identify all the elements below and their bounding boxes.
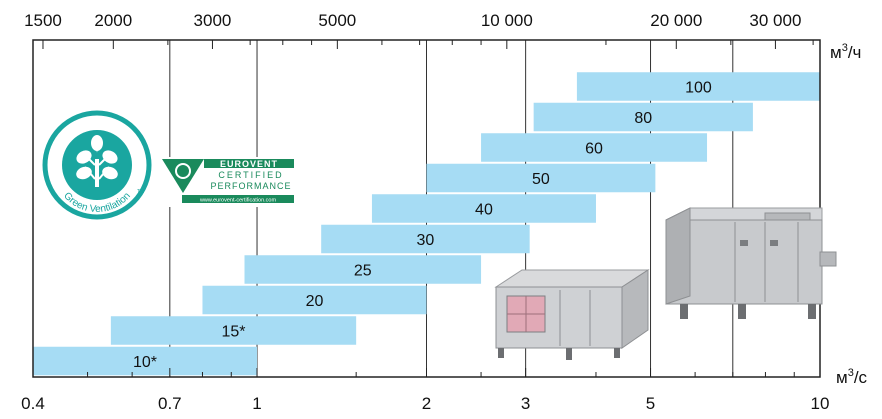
top-tick-label: 10 000 xyxy=(481,11,533,30)
bottom-tick-label: 0.4 xyxy=(21,394,45,413)
air-handling-unit-small-photo xyxy=(494,269,650,360)
range-bar xyxy=(426,163,656,193)
eurovent-triangle-icon xyxy=(162,159,204,193)
range-bar xyxy=(244,255,482,284)
bottom-axis-unit: м3/с xyxy=(836,367,868,387)
range-bar xyxy=(202,285,427,315)
bottom-tick-label: 1 xyxy=(252,394,261,413)
bars: 10* 15* 20 25 30 40 50 60 80 100 xyxy=(33,72,820,376)
top-axis-unit: м3/ч xyxy=(830,42,861,62)
top-tick-label: 20 000 xyxy=(650,11,702,30)
bar-label: 100 xyxy=(685,80,712,97)
top-tick-label: 3000 xyxy=(194,11,232,30)
green-ventilation-logo: Green Ventilation TM xyxy=(42,110,152,220)
bottom-tick-label: 0.7 xyxy=(158,394,182,413)
ticks: 0.4 0.7 1 2 3 5 10 1500 2000 3000 5000 10 000 20 000… xyxy=(21,11,829,413)
air-handling-unit-large-photo xyxy=(665,207,837,319)
tree-icon xyxy=(76,135,118,187)
range-bar xyxy=(371,194,596,223)
bar-label: 80 xyxy=(634,110,652,127)
eurovent-title: EUROVENT xyxy=(220,159,278,169)
bottom-tick-label: 3 xyxy=(521,394,530,413)
bar-label: 25 xyxy=(354,263,372,280)
trademark-mark: TM xyxy=(137,189,144,195)
bar-label: 10* xyxy=(133,354,157,371)
bottom-tick-label: 2 xyxy=(422,394,431,413)
range-bar xyxy=(33,346,258,376)
range-bar xyxy=(481,133,708,162)
top-tick-label: 1500 xyxy=(24,11,62,30)
top-tick-label: 30 000 xyxy=(749,11,801,30)
eurovent-certified: CERTIFIED xyxy=(218,170,283,180)
bottom-tick-label: 10 xyxy=(811,394,830,413)
top-tick-label: 2000 xyxy=(94,11,132,30)
bar-label: 15* xyxy=(221,324,245,341)
eurovent-performance: PERFORMANCE xyxy=(210,181,291,191)
eurovent-url: www.eurovent-certification.com xyxy=(199,198,277,204)
bar-label: 50 xyxy=(532,171,550,188)
range-bar xyxy=(533,102,753,132)
range-bar xyxy=(576,72,820,101)
bar-label: 60 xyxy=(585,141,603,158)
eurovent-logo: EUROVENT CERTIFIED PERFORMANCE www.eurov… xyxy=(160,157,296,207)
top-tick-label: 5000 xyxy=(318,11,356,30)
bar-label: 20 xyxy=(306,293,324,310)
range-bar xyxy=(110,316,357,345)
range-bar xyxy=(321,224,530,254)
bar-label: 40 xyxy=(475,202,493,219)
bar-label: 30 xyxy=(417,232,435,249)
bottom-tick-label: 5 xyxy=(646,394,655,413)
